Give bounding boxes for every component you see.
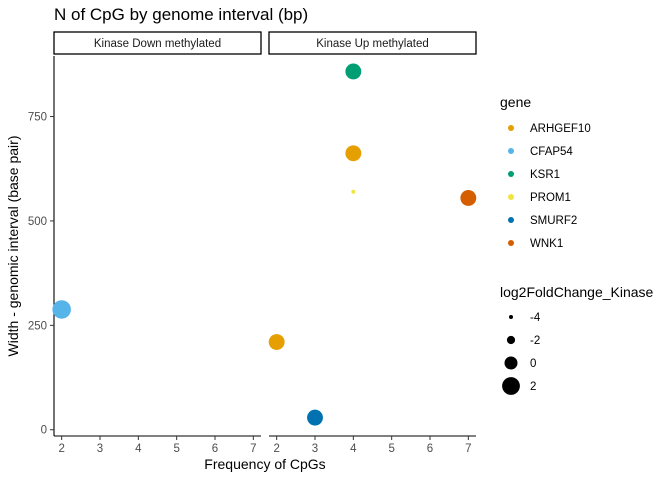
y-tick-label: 750 — [28, 112, 47, 124]
x-tick-label: 2 — [273, 443, 279, 455]
size-legend-key — [502, 377, 520, 395]
chart-title: N of CpG by genome interval (bp) — [54, 5, 308, 24]
legend-label: CFAP54 — [530, 146, 573, 158]
legend-key — [508, 125, 514, 131]
data-point — [345, 63, 362, 80]
facet-strip — [53, 31, 262, 55]
legend-label: SMURF2 — [530, 215, 577, 227]
legend-title: gene — [500, 94, 531, 110]
legend-key — [508, 217, 514, 223]
data-point — [307, 409, 323, 426]
size-legend-title: log2FoldChange_Kinase — [500, 284, 654, 300]
legend-key — [508, 240, 514, 246]
size-legend-label: -4 — [530, 312, 541, 324]
y-tick-label: 250 — [28, 320, 47, 332]
y-tick-label: 500 — [28, 216, 47, 228]
x-tick-label: 2 — [58, 443, 64, 455]
legend-key — [508, 148, 514, 154]
data-point — [460, 190, 477, 206]
facet-label: Kinase Down methylated — [94, 38, 221, 50]
y-tick-label: 0 — [41, 425, 47, 437]
legend-label: KSR1 — [530, 169, 560, 181]
size-legend-label: 2 — [530, 381, 536, 393]
x-tick-label: 5 — [173, 443, 179, 455]
y-axis-label: Width - genomic interval (base pair) — [5, 136, 21, 357]
legend-key — [508, 171, 514, 177]
x-tick-label: 4 — [350, 443, 357, 455]
legend-label: ARHGEF10 — [530, 123, 591, 135]
x-tick-label: 6 — [427, 443, 433, 455]
legend-label: PROM1 — [530, 192, 571, 204]
data-point — [52, 300, 71, 319]
x-tick-label: 3 — [312, 443, 318, 455]
x-tick-label: 6 — [212, 443, 218, 455]
x-tick-label: 5 — [388, 443, 394, 455]
x-tick-label: 7 — [250, 443, 256, 455]
x-tick-label: 7 — [465, 443, 471, 455]
data-point — [351, 189, 356, 194]
x-tick-label: 3 — [97, 443, 103, 455]
size-legend-key — [504, 356, 518, 370]
size-legend-key — [509, 315, 513, 319]
data-point — [345, 145, 362, 162]
size-legend-key — [506, 335, 516, 345]
size-legend-label: 0 — [530, 358, 536, 370]
legend-label: WNK1 — [530, 238, 563, 250]
legend-key — [508, 194, 514, 200]
x-tick-label: 4 — [135, 443, 142, 455]
x-axis-label: Frequency of CpGs — [204, 456, 325, 472]
facet-label: Kinase Up methylated — [316, 38, 429, 50]
size-legend-label: -2 — [530, 335, 540, 347]
data-point — [268, 334, 285, 350]
facet-strip — [268, 31, 477, 55]
